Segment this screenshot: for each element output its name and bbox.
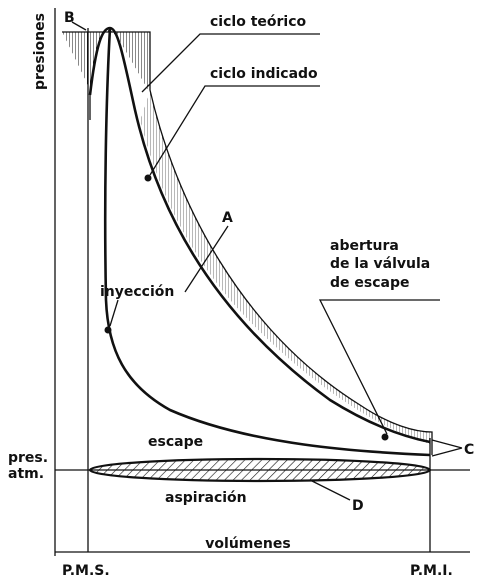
- leader: [109, 299, 119, 327]
- leader: [141, 33, 320, 93]
- atm-label: atm.: [8, 466, 44, 482]
- pms-label: P.M.S.: [62, 563, 110, 579]
- pumping-loop: [88, 457, 432, 483]
- compression-curve: [103, 27, 431, 457]
- point-dot: [144, 174, 152, 182]
- leader: [149, 85, 320, 176]
- leader: [318, 299, 440, 435]
- theoretical-hatch: [62, 30, 148, 90]
- point-label: B: [64, 10, 75, 26]
- label: de la válvula: [330, 256, 430, 272]
- atm-label: pres.: [8, 450, 48, 466]
- y-label: presiones: [32, 13, 48, 90]
- label: inyección: [100, 284, 174, 300]
- label: abertura: [330, 238, 399, 254]
- point-label: A: [222, 210, 233, 226]
- label: ciclo indicado: [210, 66, 318, 82]
- label: aspiración: [165, 490, 247, 506]
- x-label: volúmenes: [205, 536, 290, 552]
- injection-dot: [104, 326, 112, 334]
- point-label: D: [352, 498, 364, 514]
- leader: [431, 439, 463, 457]
- label: de escape: [330, 275, 409, 291]
- pmi-label: P.M.I.: [410, 563, 453, 579]
- leader: [71, 21, 87, 31]
- label: escape: [148, 434, 203, 450]
- expansion-curve: [88, 26, 431, 444]
- point-label: C: [464, 442, 474, 458]
- label: ciclo teórico: [210, 14, 306, 30]
- exhaust-dot: [381, 433, 389, 441]
- leaders: [71, 21, 463, 501]
- leader: [184, 225, 229, 293]
- leader: [309, 479, 351, 501]
